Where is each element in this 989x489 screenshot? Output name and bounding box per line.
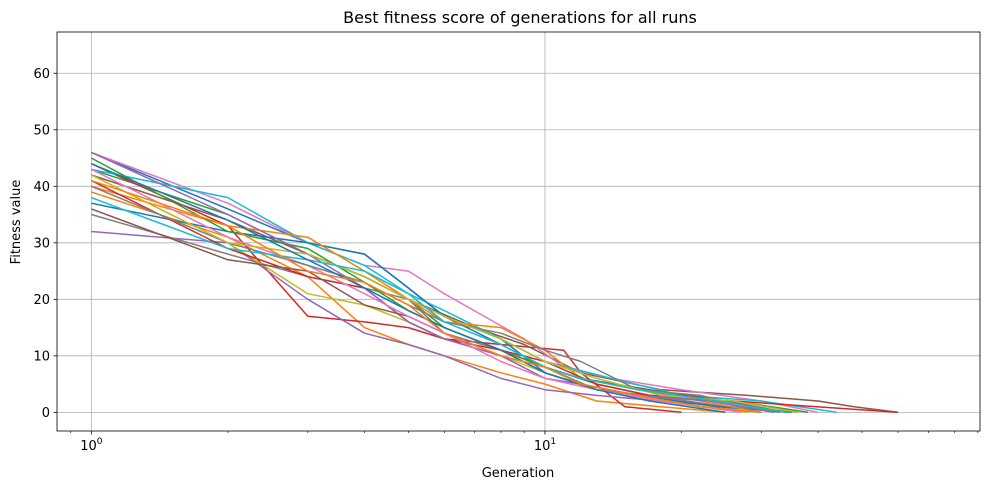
- y-axis-label: Fitness value: [9, 180, 24, 265]
- series-line-19: [90, 174, 798, 414]
- series-line-20: [91, 196, 787, 414]
- y-tick-label: 0: [42, 406, 50, 421]
- series-line-22: [91, 179, 762, 414]
- series-line-21: [91, 163, 726, 414]
- y-tick-label: 10: [33, 349, 50, 364]
- x-axis-label: Generation: [482, 466, 555, 481]
- series-lines: [90, 151, 898, 414]
- y-tick-label: 60: [33, 67, 50, 82]
- x-tick-exponent: 0: [97, 437, 103, 447]
- x-axis-ticks: 100 101: [70, 431, 979, 454]
- chart-title: Best fitness score of generations for al…: [343, 8, 697, 27]
- x-tick-base: 10: [80, 439, 97, 454]
- plot-frame: [56, 31, 981, 432]
- y-axis-ticks: 0 10 20 30 40 50 60: [33, 67, 57, 421]
- y-tick-label: 40: [33, 180, 50, 195]
- x-tick-label: 101: [534, 437, 556, 454]
- series-line-7: [91, 151, 819, 414]
- x-tick-exponent: 1: [550, 437, 556, 447]
- y-tick-label: 20: [33, 293, 50, 308]
- y-tick-label: 30: [33, 236, 50, 251]
- y-tick-label: 50: [33, 123, 50, 138]
- x-tick-base: 10: [534, 439, 551, 454]
- x-tick-label: 100: [80, 437, 103, 454]
